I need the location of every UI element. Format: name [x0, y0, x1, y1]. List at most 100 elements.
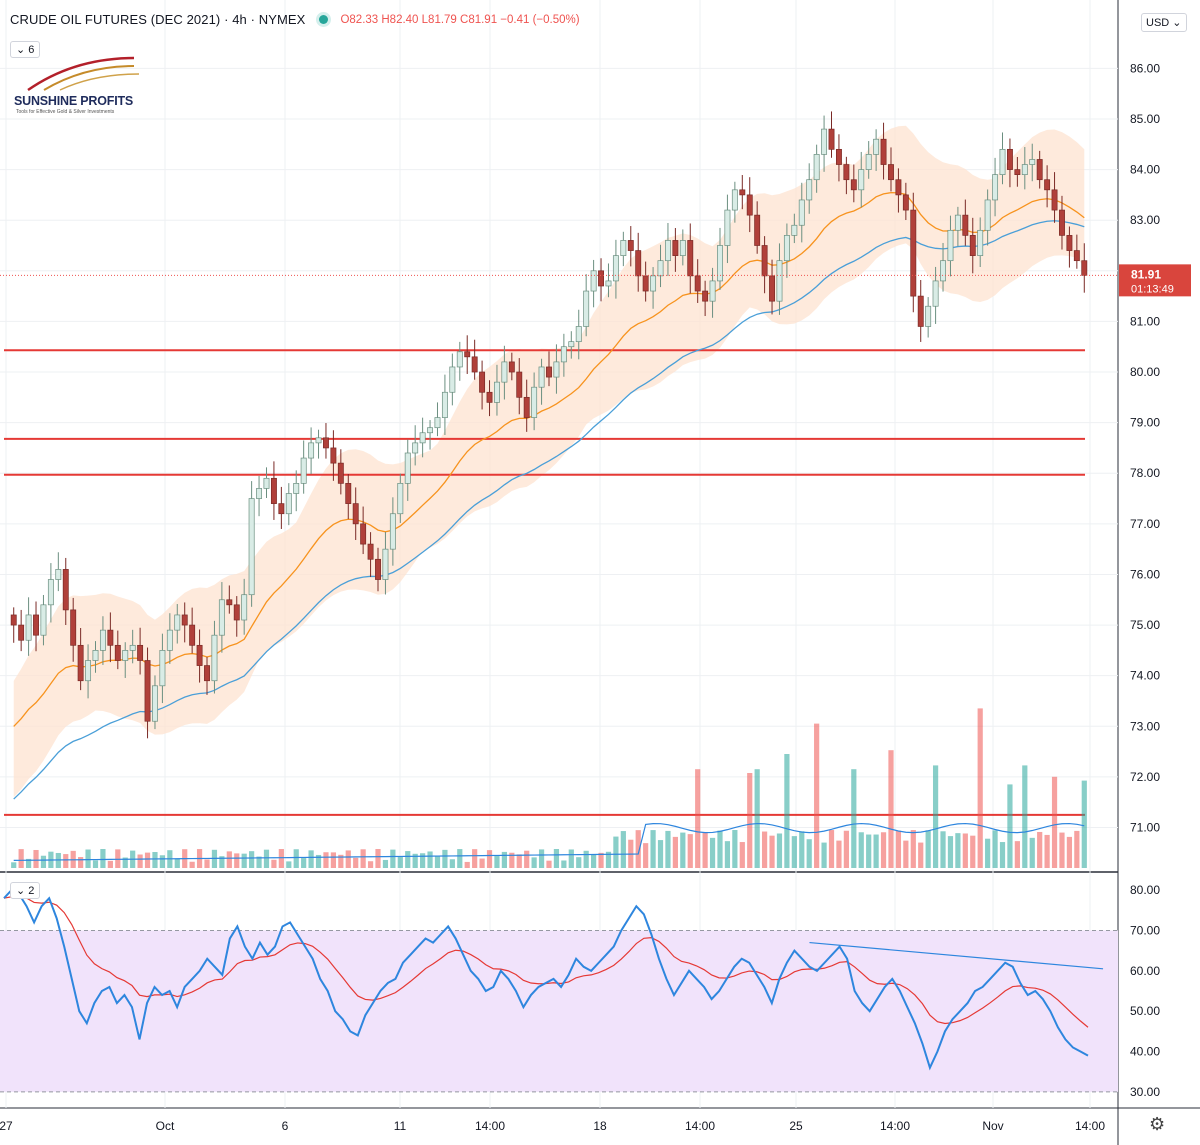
- candle-body: [746, 194, 753, 216]
- candle: [828, 111, 835, 158]
- candle: [694, 259, 701, 303]
- candle-body: [248, 498, 255, 596]
- candle-body: [494, 381, 500, 403]
- candle: [441, 374, 448, 435]
- candle: [189, 607, 196, 654]
- candle: [1081, 243, 1088, 293]
- volume-bar: [858, 832, 864, 868]
- candle-body: [62, 569, 69, 611]
- volume-bar: [397, 856, 403, 868]
- volume-bar: [375, 849, 381, 868]
- rsi-tick-label: 70.00: [1130, 923, 1160, 937]
- candle: [947, 215, 954, 277]
- volume-bar: [895, 830, 902, 868]
- candle-body: [769, 275, 775, 302]
- volume-bar: [814, 723, 820, 868]
- candle: [843, 156, 850, 195]
- candle: [858, 151, 865, 208]
- candle: [114, 630, 121, 670]
- candle-body: [650, 275, 657, 292]
- candle: [1014, 156, 1021, 187]
- candle: [397, 473, 404, 523]
- volume-bar: [828, 830, 835, 868]
- candle-body: [352, 503, 359, 525]
- candle-body: [553, 361, 560, 378]
- candle-body: [1021, 164, 1028, 175]
- candle: [352, 487, 359, 540]
- volume-bar: [873, 834, 879, 868]
- volume-bar: [315, 854, 322, 868]
- candle-body: [144, 660, 151, 722]
- candle-body: [152, 685, 158, 722]
- volume-bar: [955, 833, 961, 868]
- settings-gear-icon[interactable]: ⚙: [1149, 1114, 1166, 1134]
- candle-body: [821, 128, 828, 155]
- candle-body: [181, 614, 188, 626]
- candle-body: [293, 483, 300, 494]
- volume-bar: [412, 853, 418, 868]
- candle: [702, 280, 709, 317]
- candle: [55, 552, 62, 592]
- bar-countdown-label: 01:13:49: [1131, 283, 1174, 295]
- candle: [962, 199, 969, 246]
- candle-body: [1066, 235, 1073, 251]
- time-tick-label: 14:00: [685, 1119, 715, 1133]
- candle: [137, 627, 144, 675]
- candle: [174, 604, 181, 644]
- candle-body: [739, 189, 746, 196]
- candle-body: [672, 240, 679, 256]
- volume-bar: [665, 830, 671, 868]
- volume-ma-line: [13, 822, 1085, 861]
- candle: [330, 430, 337, 481]
- price-tick-label: 73.00: [1130, 719, 1160, 733]
- price-tick-label: 81.00: [1130, 314, 1160, 328]
- candle: [910, 192, 917, 313]
- candle: [345, 474, 352, 520]
- volume-bar: [702, 831, 708, 868]
- candle: [449, 353, 456, 406]
- candle: [256, 475, 263, 517]
- candle-body: [776, 260, 783, 302]
- rsi-collapse-button[interactable]: ⌄ 2: [10, 882, 41, 899]
- candle: [657, 244, 664, 288]
- volume-bar: [330, 852, 337, 868]
- candle-body: [999, 148, 1006, 175]
- candle-body: [330, 447, 337, 464]
- volume-bar: [457, 849, 463, 868]
- volume-bar: [918, 842, 924, 868]
- volume-bar: [732, 830, 738, 868]
- volume-bar: [524, 850, 530, 868]
- candle-body: [389, 513, 396, 550]
- candle-body: [516, 371, 523, 398]
- candle-body: [479, 371, 486, 393]
- candle: [1029, 143, 1036, 182]
- candle-body: [419, 432, 426, 444]
- candle-body: [1073, 250, 1080, 262]
- symbol-title[interactable]: CRUDE OIL FUTURES (DEC 2021) · 4h · NYME…: [10, 12, 306, 27]
- candle-body: [783, 235, 790, 262]
- candle: [382, 531, 389, 595]
- candle-body: [129, 644, 136, 651]
- candle: [181, 602, 188, 643]
- indicators-collapse-button[interactable]: ⌄ 6: [10, 41, 41, 58]
- currency-selector[interactable]: USD ⌄: [1141, 13, 1187, 32]
- volume-bar: [11, 862, 17, 868]
- candle: [568, 331, 575, 359]
- candle-body: [806, 179, 813, 201]
- candle: [873, 129, 880, 171]
- candle-body: [798, 199, 805, 226]
- candle: [620, 231, 627, 267]
- candle: [427, 420, 434, 450]
- volume-bar: [583, 850, 589, 868]
- candle-body: [1059, 209, 1065, 236]
- volume-bar: [880, 832, 887, 868]
- candle: [516, 358, 523, 415]
- candle: [925, 297, 932, 338]
- candle-body: [70, 609, 77, 646]
- candle-body: [657, 260, 664, 277]
- candle-body: [40, 604, 47, 636]
- candle: [270, 461, 277, 520]
- candle: [107, 612, 114, 663]
- candle-body: [694, 275, 701, 292]
